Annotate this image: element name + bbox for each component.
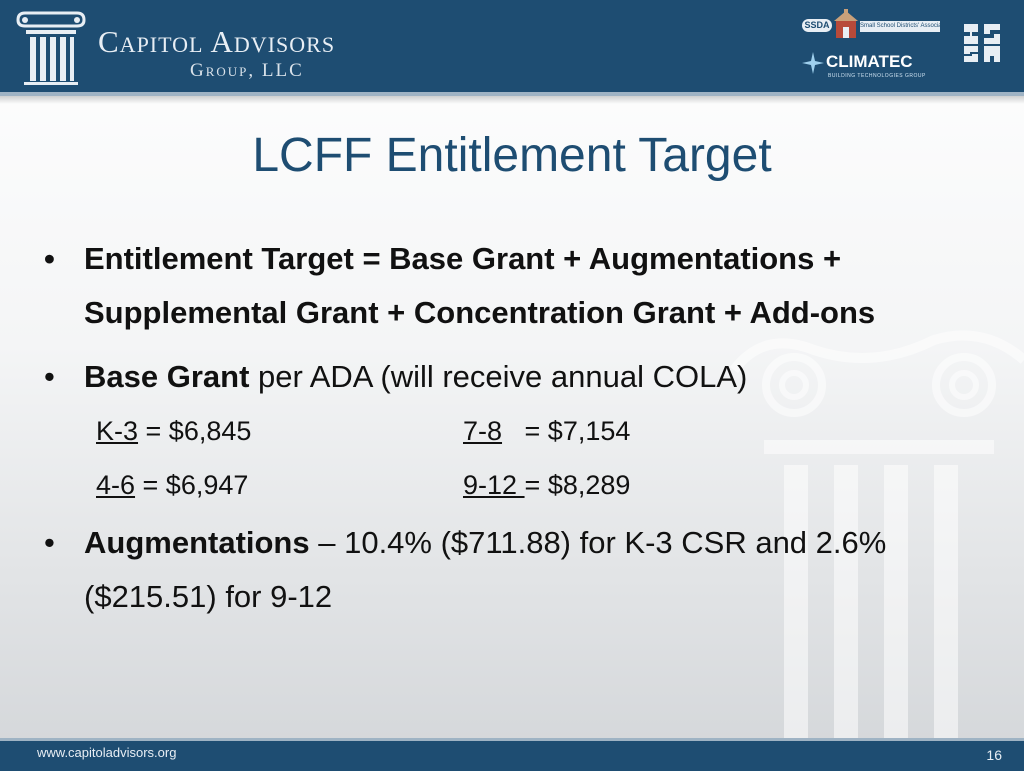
bullet-dot-icon: • [44, 525, 55, 560]
decorative-columns-watermark [730, 330, 1024, 750]
bullet-text: Entitlement Target = Base Grant + Augmen… [84, 241, 876, 330]
grade-label: 9-12 [463, 470, 525, 500]
ssda-logo: SSDA Small School Districts' Association [802, 9, 940, 41]
header-shadow [0, 96, 1024, 104]
slide-title: LCFF Entitlement Target [252, 129, 772, 182]
page-number: 16 [986, 747, 1002, 763]
company-subtitle: Group, LLC [190, 60, 304, 81]
bullet-text: – 10.4% ($711.88) for K-3 CSR and 2.6% (… [84, 525, 887, 614]
slide-content: • Entitlement Target = Base Grant + Augm… [44, 232, 994, 624]
bullet-dot-icon: • [44, 359, 55, 394]
grade-label: K-3 [96, 416, 139, 446]
column-logo-icon [16, 11, 86, 85]
climatec-subtitle: BUILDING TECHNOLOGIES GROUP [828, 73, 926, 79]
footer-bar: www.capitoladvisors.org 16 [0, 738, 1024, 771]
grade-label: 7-8 [463, 416, 503, 446]
grant-row-2: 4-6 = $6,947 9-12 = $8,289 [44, 458, 994, 512]
ssda-name: Small School Districts' Association [860, 21, 940, 32]
grant-k3: K-3 = $6,845 [96, 404, 251, 458]
bullet-text: per ADA (will receive annual COLA) [249, 359, 748, 394]
grant-value: = $6,845 [138, 416, 252, 446]
grant-value: = $7,154 [502, 416, 631, 446]
climatec-logo: CLIMATEC BUILDING TECHNOLOGIES GROUP [802, 50, 942, 84]
grant-78: 7-8 = $7,154 [463, 404, 630, 458]
bullet-augmentations: • Augmentations – 10.4% ($711.88) for K-… [44, 516, 994, 624]
star-icon [802, 52, 824, 74]
grade-label: 4-6 [96, 470, 136, 500]
grant-46: 4-6 = $6,947 [96, 458, 248, 512]
grant-912: 9-12 = $8,289 [463, 458, 630, 512]
grant-value: = $8,289 [524, 470, 631, 500]
bullet-bold-text: Augmentations [84, 525, 310, 560]
climatec-name: CLIMATEC [826, 52, 913, 71]
schoolhouse-icon [834, 9, 858, 38]
company-name: Capitol Advisors [98, 24, 336, 59]
grant-value: = $6,947 [135, 470, 249, 500]
grant-row-1: K-3 = $6,845 7-8 = $7,154 [44, 404, 994, 458]
bullet-dot-icon: • [44, 241, 55, 276]
bullet-base-grant: • Base Grant per ADA (will receive annua… [44, 350, 994, 404]
acsa-logo-icon [960, 20, 1004, 66]
footer-url: www.capitoladvisors.org [37, 745, 177, 760]
header-bar: Capitol Advisors Group, LLC SSDA Small S… [0, 0, 1024, 96]
ssda-label: SSDA [802, 19, 832, 32]
bullet-bold-text: Base Grant [84, 359, 250, 394]
bullet-entitlement-target: • Entitlement Target = Base Grant + Augm… [44, 232, 994, 340]
